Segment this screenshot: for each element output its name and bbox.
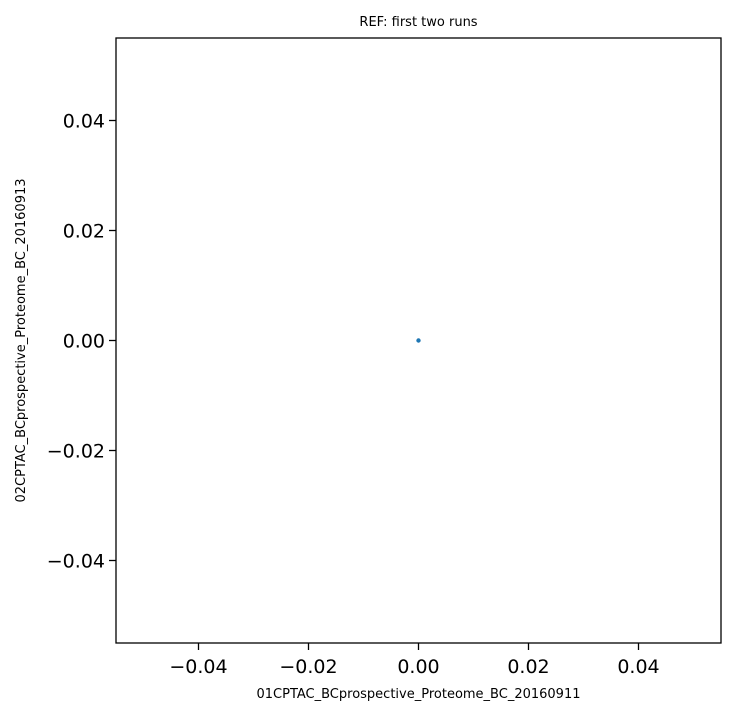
y-tick-label: −0.02 xyxy=(47,441,105,463)
chart-title: REF: first two runs xyxy=(359,15,477,30)
y-axis-label: 02CPTAC_BCprospective_Proteome_BC_201609… xyxy=(14,178,29,502)
x-tick-label: 0.04 xyxy=(617,656,659,678)
data-points xyxy=(416,338,421,343)
scatter-point xyxy=(416,338,421,343)
y-axis-ticks: −0.04 −0.02 0.00 0.02 0.04 xyxy=(47,111,116,573)
x-tick-label: 0.00 xyxy=(397,656,439,678)
x-tick-label: −0.04 xyxy=(169,656,227,678)
y-tick-label: 0.00 xyxy=(63,331,105,353)
x-tick-label: −0.02 xyxy=(279,656,337,678)
x-tick-label: 0.02 xyxy=(507,656,549,678)
x-axis-label: 01CPTAC_BCprospective_Proteome_BC_201609… xyxy=(256,687,580,702)
y-tick-label: 0.02 xyxy=(63,221,105,243)
x-axis-ticks: −0.04 −0.02 0.00 0.02 0.04 xyxy=(169,643,660,678)
y-tick-label: 0.04 xyxy=(63,111,105,133)
y-tick-label: −0.04 xyxy=(47,551,105,573)
